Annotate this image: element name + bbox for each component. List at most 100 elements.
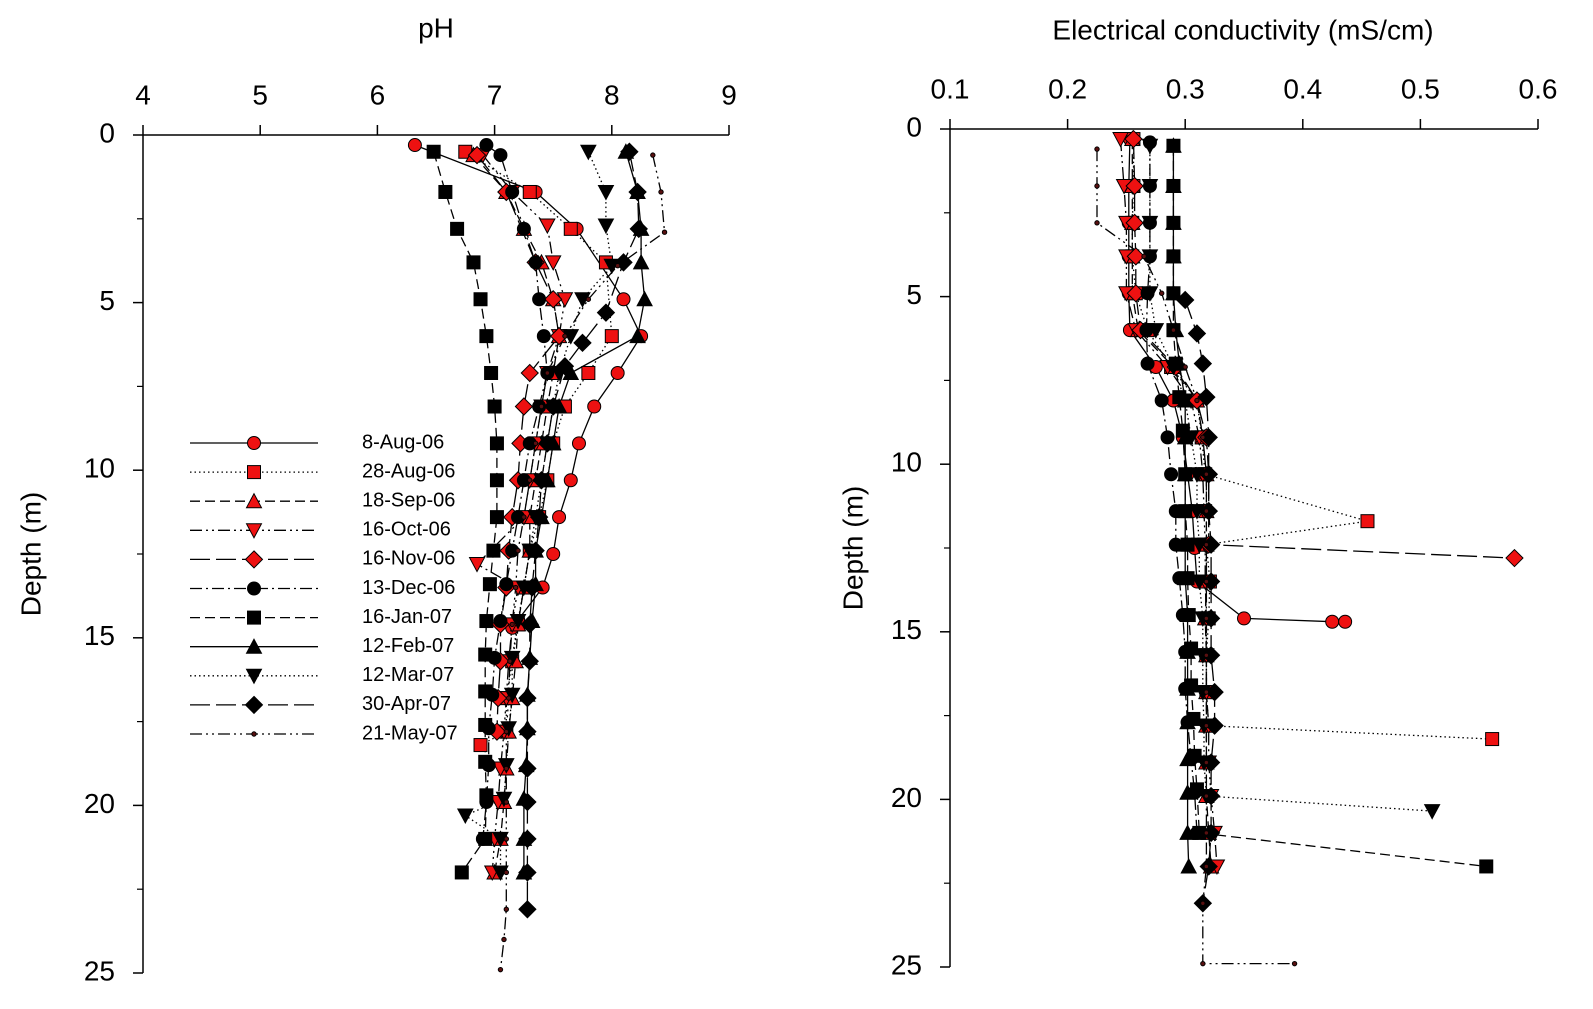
marker [503, 836, 510, 842]
marker [1165, 177, 1182, 193]
marker [616, 292, 631, 307]
marker [1176, 569, 1194, 586]
marker [505, 695, 512, 701]
series-line [476, 154, 560, 732]
marker [1479, 859, 1494, 874]
marker [620, 142, 639, 161]
marker [1164, 467, 1179, 482]
marker [497, 758, 515, 774]
marker [478, 717, 493, 732]
marker [473, 292, 488, 307]
marker [573, 333, 592, 353]
marker [1291, 960, 1298, 967]
marker [1203, 863, 1210, 870]
marker [1423, 804, 1441, 820]
marker [1201, 786, 1221, 806]
marker [489, 510, 504, 525]
x-tick-label: 5 [252, 79, 268, 110]
legend-marker [244, 550, 264, 569]
legend-label: 8-Aug-06 [362, 431, 444, 453]
marker [650, 152, 656, 158]
marker [1203, 508, 1210, 514]
marker [482, 577, 497, 592]
legend-marker [245, 492, 263, 509]
y-tick-label: 10 [891, 447, 922, 478]
marker [1200, 960, 1206, 967]
marker [1187, 324, 1207, 343]
marker [538, 434, 557, 453]
marker [1094, 183, 1100, 189]
marker [503, 869, 510, 876]
marker [484, 365, 499, 380]
marker [522, 578, 542, 597]
marker [629, 219, 648, 239]
marker [543, 290, 563, 309]
marker [478, 647, 493, 662]
marker [520, 363, 539, 383]
marker [515, 547, 521, 554]
marker [628, 182, 647, 202]
marker [1201, 823, 1221, 843]
marker [1165, 284, 1182, 301]
marker [456, 808, 474, 825]
marker [610, 365, 625, 380]
marker [503, 650, 521, 667]
marker [544, 255, 562, 271]
marker [1237, 611, 1251, 626]
marker [1205, 682, 1224, 702]
legend-label: 21-May-07 [362, 722, 458, 744]
y-tick-label: 15 [891, 614, 922, 645]
y-tick-label: 25 [891, 949, 922, 980]
marker [450, 221, 465, 236]
marker [597, 218, 615, 235]
marker [478, 684, 493, 699]
marker [1338, 614, 1353, 629]
marker [661, 229, 668, 235]
marker [512, 584, 519, 591]
marker [529, 507, 549, 527]
legend-label: 30-Apr-07 [362, 693, 451, 715]
marker [536, 329, 551, 344]
marker [438, 184, 453, 199]
marker [479, 614, 494, 629]
marker [1094, 220, 1100, 226]
marker [522, 184, 537, 199]
legend-marker [245, 523, 263, 539]
marker [479, 329, 494, 344]
series-line [463, 151, 613, 873]
marker [585, 296, 592, 302]
marker [503, 799, 510, 805]
marker [1170, 327, 1177, 333]
marker [486, 543, 501, 558]
marker [1203, 615, 1210, 622]
x-tick-label: 0.4 [1283, 73, 1322, 104]
marker [1165, 359, 1182, 376]
marker [597, 184, 615, 201]
marker [1179, 680, 1196, 696]
marker [509, 614, 527, 630]
x-tick-label: 0.1 [931, 73, 970, 104]
marker [1201, 753, 1221, 772]
y-tick-label: 0 [99, 117, 115, 148]
marker [1180, 857, 1198, 874]
marker [1203, 793, 1210, 799]
marker [1203, 689, 1210, 695]
marker [454, 865, 469, 880]
legend-label: 12-Feb-07 [362, 635, 454, 657]
marker [1125, 176, 1144, 196]
marker [1200, 434, 1206, 441]
marker [467, 145, 487, 165]
marker [1141, 178, 1159, 195]
series-line [499, 154, 666, 970]
marker [1325, 614, 1340, 629]
marker [518, 722, 537, 741]
marker [596, 303, 616, 322]
marker [1203, 541, 1210, 548]
marker [1485, 732, 1500, 747]
legend-marker [244, 695, 264, 715]
marker [503, 687, 521, 704]
marker [1179, 643, 1196, 659]
marker [528, 255, 543, 270]
marker [489, 436, 504, 451]
y-tick-label: 15 [84, 620, 115, 651]
